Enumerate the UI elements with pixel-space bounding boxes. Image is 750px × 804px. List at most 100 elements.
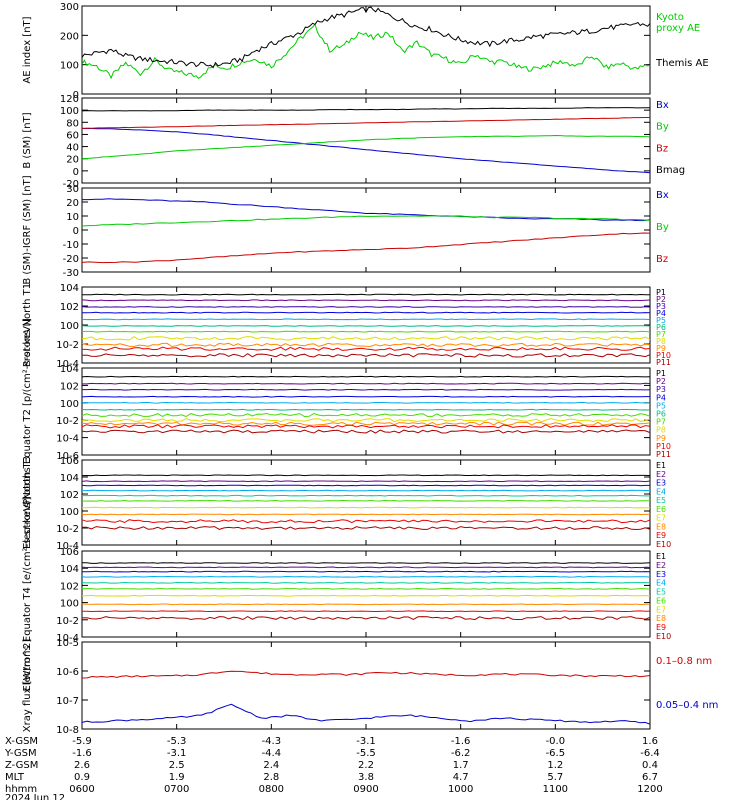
legend-label: P4	[656, 309, 666, 318]
legend-label: P1	[656, 369, 666, 378]
orbit-value: 1000	[448, 784, 473, 795]
y-tick-label: 200	[60, 31, 79, 42]
legend-label: E6	[656, 505, 666, 514]
legend-label: P8	[656, 426, 666, 435]
legend-label: P10	[656, 351, 671, 360]
orbit-value: -6.4	[640, 748, 660, 759]
y-tick-label: 120	[60, 94, 79, 105]
legend-label: P2	[656, 295, 666, 304]
orbit-value: -6.2	[451, 748, 471, 759]
legend-label: E2	[656, 561, 666, 570]
legend-label: E10	[656, 540, 671, 549]
series-line-b-1	[81, 127, 651, 174]
legend-label: Kyoto	[656, 12, 684, 23]
legend-label: P5	[656, 401, 666, 410]
series-line-dbb-1	[82, 198, 651, 222]
legend-label: By	[656, 222, 669, 233]
orbit-row-label: MLT	[5, 772, 25, 783]
y-tick-label: 10-2	[56, 416, 79, 427]
legend-label: Bx	[656, 190, 669, 201]
series-line-pe-5	[81, 401, 651, 404]
series-line-pn-11	[81, 353, 651, 358]
y-tick-label: 100	[60, 399, 79, 410]
series-line-pe-3	[82, 388, 651, 391]
series-line-pn-1	[81, 293, 650, 296]
legend-label: Bx	[656, 100, 669, 111]
series-line-pn-4	[81, 311, 651, 314]
orbit-value: -4.3	[262, 736, 282, 747]
y-tick-label: 20	[66, 198, 79, 209]
legend-label: Bmag	[656, 165, 685, 176]
panel-frame-ae	[81, 5, 651, 95]
series-line-pe-7	[81, 412, 651, 418]
y-tick-label: 10-4	[56, 359, 79, 370]
series-line-ee-4	[81, 575, 651, 578]
series-line-pe-11	[81, 429, 651, 434]
series-line-pe-1	[81, 375, 651, 378]
panel-frame-xray	[81, 641, 651, 730]
series-line-pn-7	[81, 330, 651, 333]
orbit-value: -6.5	[546, 748, 566, 759]
series-line-en-9	[81, 519, 651, 524]
series-line-dbb-3	[81, 232, 651, 264]
orbit-value: 6.7	[642, 772, 658, 783]
y-tick-label: -20	[63, 179, 79, 190]
y-tick-label: 10	[66, 212, 79, 223]
series-line-en-10	[81, 526, 651, 531]
legend-label: E7	[656, 605, 666, 614]
series-line-ee-8	[81, 603, 651, 606]
series-line-pe-10	[81, 424, 651, 429]
series-line-en-7	[81, 506, 651, 509]
y-axis-label-pe: Protons Equator T2 [p/(cm²-s-sr-keV)]	[22, 318, 33, 505]
legend-label: E1	[656, 461, 666, 470]
series-line-pe-2	[82, 382, 651, 385]
y-axis-label-pn: Protons North T1	[22, 283, 33, 367]
series-line-ee-5	[81, 581, 651, 584]
series-line-en-8	[81, 513, 651, 516]
orbit-value: 0700	[164, 784, 189, 795]
orbit-value: 0.9	[74, 772, 90, 783]
series-line-xray-2	[81, 703, 651, 725]
legend-label: E1	[656, 552, 666, 561]
y-tick-label: -10	[63, 240, 79, 251]
legend-label: E8	[656, 614, 666, 623]
orbit-value: 1.6	[642, 736, 658, 747]
series-line-ee-3	[81, 570, 651, 573]
series-line-ee-2	[81, 566, 651, 569]
orbit-value: -4.4	[262, 748, 282, 759]
series-line-en-4	[82, 489, 650, 492]
orbit-value: 4.7	[453, 772, 469, 783]
y-tick-label: 0	[73, 90, 79, 101]
legend-label: P2	[656, 377, 666, 386]
series-line-b-3	[81, 117, 650, 129]
orbit-value: 1.9	[169, 772, 185, 783]
orbit-value: 5.7	[547, 772, 563, 783]
y-tick-label: 100	[60, 507, 79, 518]
legend-label: P7	[656, 418, 666, 427]
legend-label: P11	[656, 450, 671, 459]
legend-label: P5	[656, 316, 666, 325]
series-line-en-3	[81, 484, 650, 487]
y-tick-label: 10-8	[56, 725, 79, 736]
y-tick-label: 10-4	[56, 541, 79, 552]
series-line-pe-9	[81, 421, 651, 426]
y-tick-label: 102	[60, 302, 79, 313]
legend-label: By	[656, 122, 669, 133]
y-axis-label-ee: Electrons Equator T4 [e/(cm²-s-sr-keV)]	[22, 496, 33, 691]
legend-label: P10	[656, 442, 671, 451]
y-tick-label: 30	[66, 184, 79, 195]
orbit-value: 0900	[353, 784, 378, 795]
orbit-row-label: Z-GSM	[5, 760, 38, 771]
y-tick-label: 100	[60, 599, 79, 610]
series-line-pn-8	[81, 336, 651, 341]
orbit-row-label: X-GSM	[5, 736, 38, 747]
series-line-ae-1	[81, 23, 651, 80]
orbit-value: 0.4	[642, 760, 658, 771]
y-tick-label: 10-7	[56, 696, 79, 707]
orbit-value: -5.5	[356, 748, 376, 759]
series-line-en-6	[81, 499, 651, 502]
orbit-value: 1.7	[453, 760, 469, 771]
series-line-b-2	[81, 134, 651, 160]
